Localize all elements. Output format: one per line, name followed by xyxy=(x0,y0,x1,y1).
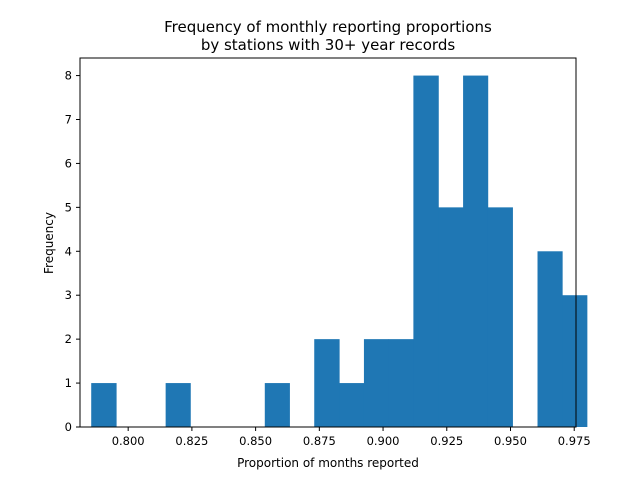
chart-title-line-1: Frequency of monthly reporting proportio… xyxy=(164,18,492,36)
histogram-bar-3 xyxy=(165,383,191,427)
plot-frame xyxy=(79,57,577,428)
x-tick-label-4: 0.900 xyxy=(367,434,400,448)
histogram-bar-9 xyxy=(314,339,340,427)
histogram-bar-0 xyxy=(91,383,117,427)
histogram-bars xyxy=(91,75,588,428)
y-tick-label-2: 2 xyxy=(65,332,72,346)
histogram-bar-18 xyxy=(537,251,563,427)
x-tick-label-5: 0.925 xyxy=(430,434,463,448)
y-axis-label: Frequency xyxy=(42,212,56,274)
histogram-bar-12 xyxy=(388,339,414,427)
histogram-bar-10 xyxy=(339,383,365,427)
y-tick-label-1: 1 xyxy=(65,376,72,390)
x-tick-label-3: 0.875 xyxy=(303,434,336,448)
histogram-bar-15 xyxy=(463,75,489,428)
y-tick-label-0: 0 xyxy=(65,420,72,434)
x-axis-ticks: 0.800 0.825 0.850 0.875 0.900 0.925 0.950 0.975 xyxy=(112,427,591,448)
y-tick-label-3: 3 xyxy=(65,288,72,302)
y-tick-label-4: 4 xyxy=(65,244,72,258)
y-tick-label-8: 8 xyxy=(65,69,72,83)
y-axis-ticks: 0 1 2 3 4 5 6 7 8 xyxy=(65,69,80,434)
histogram-bar-7 xyxy=(264,383,290,427)
x-tick-label-0: 0.800 xyxy=(112,434,145,448)
histogram-bar-16 xyxy=(487,207,513,427)
y-tick-label-7: 7 xyxy=(65,113,72,127)
x-tick-label-6: 0.950 xyxy=(494,434,527,448)
x-tick-label-2: 0.850 xyxy=(239,434,272,448)
y-tick-label-5: 5 xyxy=(65,200,72,214)
x-axis-label: Proportion of months reported xyxy=(237,456,419,470)
x-tick-label-1: 0.825 xyxy=(175,434,208,448)
chart-title-line-2: by stations with 30+ year records xyxy=(201,36,456,54)
x-tick-label-7: 0.975 xyxy=(558,434,591,448)
y-tick-label-6: 6 xyxy=(65,156,72,170)
histogram-bar-11 xyxy=(363,339,390,427)
histogram-bar-19 xyxy=(562,295,588,427)
histogram-bar-14 xyxy=(438,207,464,427)
histogram-bar-13 xyxy=(413,75,439,428)
